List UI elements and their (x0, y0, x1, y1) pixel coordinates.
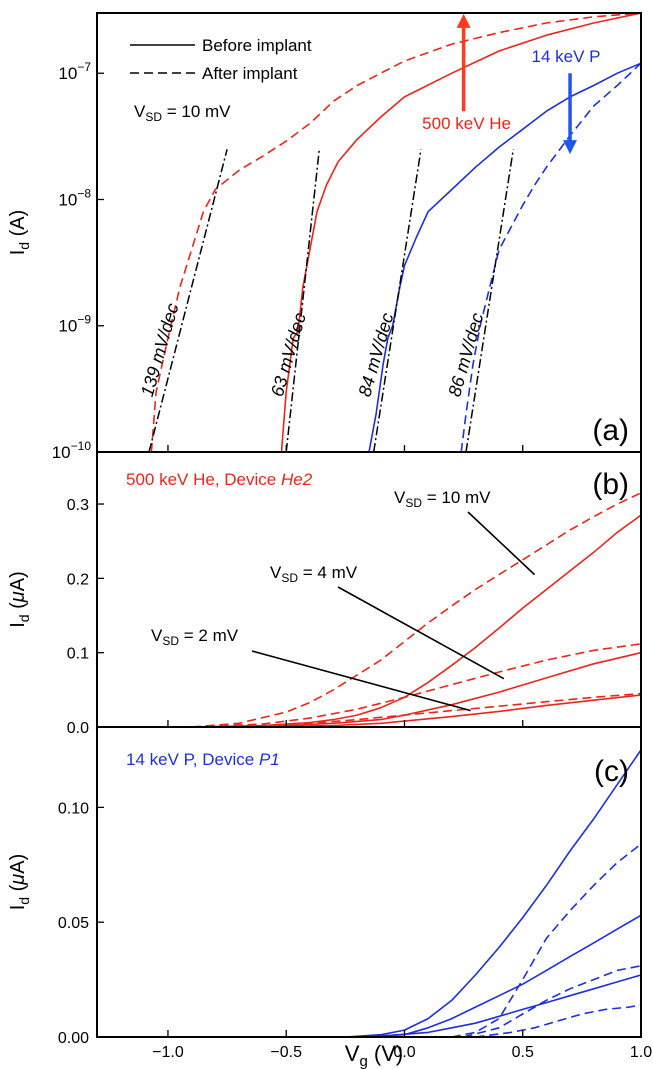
panel-a-series-he-before (280, 12, 642, 453)
x-tick-label: 0.5 (512, 1044, 534, 1061)
x-tick-label: −0.5 (270, 1044, 302, 1061)
panel-a-ytick-label: 10−9 (58, 313, 91, 336)
slope-label: 63 mV/dec (267, 311, 310, 399)
panel-a-ytick-label: 10−8 (58, 186, 91, 209)
arrow-label-p: 14 keV P (532, 47, 601, 66)
panel-c-series-4-mv-before (357, 914, 642, 1038)
panel-a-series-p-before (368, 62, 642, 453)
panel-c-ylabel: Id (μA) (7, 854, 32, 911)
panel-a-series-fit-86 (465, 149, 515, 453)
panel-a-series-p-after (460, 62, 642, 453)
panel-c-title: 14 keV P, Device P1 (126, 750, 280, 769)
panel-c-frame (96, 726, 642, 1038)
panel-a-series-fit-63 (285, 149, 321, 453)
panel-b-series-10-mv-after (191, 492, 642, 728)
panel-b-ytick-label: 0.0 (67, 720, 89, 737)
plot-layer: 139 mV/dec 63 mV/dec 84 mV/dec 86 mV/decBef… (7, 12, 652, 1069)
panel-b-series-4-mv-after (191, 643, 642, 728)
panel-b-ytick-label: 0.1 (67, 646, 89, 663)
panel-a-series-fit-139 (148, 149, 228, 453)
vsd-annotation: VSD = 2 mV (151, 626, 239, 648)
annotation-pointer (251, 650, 471, 712)
panel-a-tag: (a) (592, 414, 629, 447)
panel-b-ylabel: Id (μA) (7, 571, 32, 628)
panel-b-series-10-mv-before (191, 514, 642, 728)
panel-a-series-he-after (150, 12, 642, 453)
panel-c-series-10-mv-before (345, 749, 642, 1038)
panel-c-series-4-mv-after (463, 965, 642, 1038)
panel-c-tag: (c) (594, 755, 629, 788)
panel-c-ytick-label: 0.05 (58, 915, 89, 932)
vsd-annotation: VSD = 4 mV (270, 563, 358, 585)
panel-b-title: 500 keV He, Device He2 (126, 470, 313, 489)
vsd-annotation: VSD = 10 mV (394, 488, 491, 510)
panel-b-frame (96, 451, 642, 728)
panel-a-ytick-label: 10−7 (58, 60, 91, 83)
panel-b-tag: (b) (592, 468, 629, 501)
panel-b-series-2-mv-after (191, 692, 642, 728)
panel-a-ytick-label: 10−10 (52, 439, 92, 462)
slope-label: 84 mV/dec (355, 311, 398, 399)
panel-b-ytick-label: 0.2 (67, 571, 89, 588)
panel-a-series-fit-84 (372, 149, 422, 453)
panel-c-series-10-mv-after (451, 843, 642, 1038)
legend-after-label: After implant (202, 64, 298, 83)
x-axis-label: Vg (V) (345, 1041, 403, 1069)
panel-b-series-4-mv-before (191, 651, 642, 728)
arrow-label-he: 500 keV He (422, 114, 511, 133)
panel-c-series-2-mv-after (475, 1004, 642, 1038)
vsd-note: VSD = 10 mV (134, 102, 231, 124)
x-tick-label: 1.0 (630, 1044, 652, 1061)
legend-before-label: Before implant (202, 36, 312, 55)
panel-b-series-2-mv-before (191, 694, 642, 728)
panel-c-series-2-mv-before (368, 974, 642, 1038)
annotation-pointer (467, 511, 536, 576)
panel-c-ytick-label: 0.10 (58, 800, 89, 817)
panel-a-ylabel: Id (A) (7, 210, 32, 256)
x-tick-label: 0.0 (393, 1044, 415, 1061)
x-tick-label: −1.0 (152, 1044, 184, 1061)
annotation-pointer (337, 586, 505, 680)
panel-c-ytick-label: 0.00 (58, 1030, 89, 1047)
panel-b-ytick-label: 0.3 (67, 497, 89, 514)
